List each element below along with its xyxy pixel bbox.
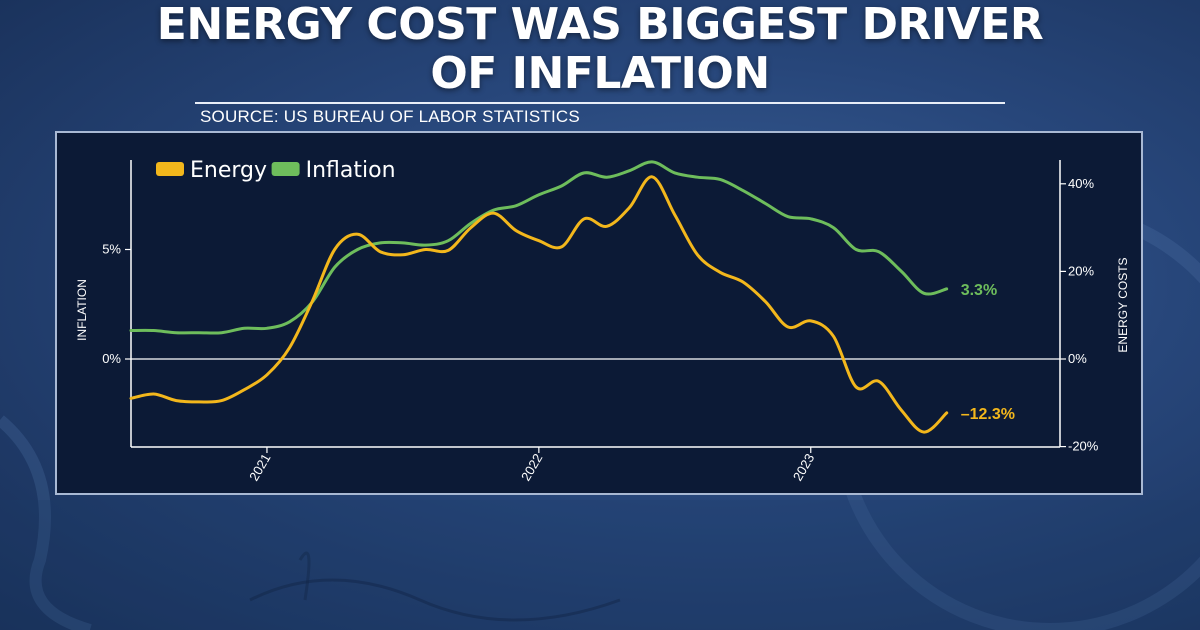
left-tick-label: 5% [102,242,121,257]
right-tick-label: 20% [1068,263,1094,278]
x-tick-label: 2022 [518,451,545,484]
right-tick-label: 0% [1068,351,1087,366]
energy-series-line [129,175,949,434]
inflation-legend-swatch [271,162,300,176]
x-tick-label: 2023 [790,451,817,484]
title-line-2: OF INFLATION [430,48,770,99]
chart-panel [55,131,1143,495]
energy-end-label: –12.3% [961,406,1015,423]
right-axis-title: ENERGY COSTS [1116,257,1130,352]
inflation-legend-label: Inflation [306,158,396,183]
right-tick-label: -20% [1068,439,1099,454]
inflation-end-label: 3.3% [961,282,997,299]
page-title: ENERGY COST WAS BIGGEST DRIVER OF INFLAT… [0,0,1200,98]
x-tick-label: 2021 [246,451,273,484]
left-tick-label: 0% [102,351,121,366]
energy-legend-label: Energy [190,158,267,183]
energy-legend-swatch [156,162,184,176]
source-caption: SOURCE: US BUREAU OF LABOR STATISTICS [200,107,580,126]
title-divider [195,102,1005,104]
right-tick-label: 40% [1068,176,1094,191]
title-line-1: ENERGY COST WAS BIGGEST DRIVER [156,0,1044,50]
inflation-series-line [129,160,949,335]
left-axis-title: INFLATION [75,279,89,341]
